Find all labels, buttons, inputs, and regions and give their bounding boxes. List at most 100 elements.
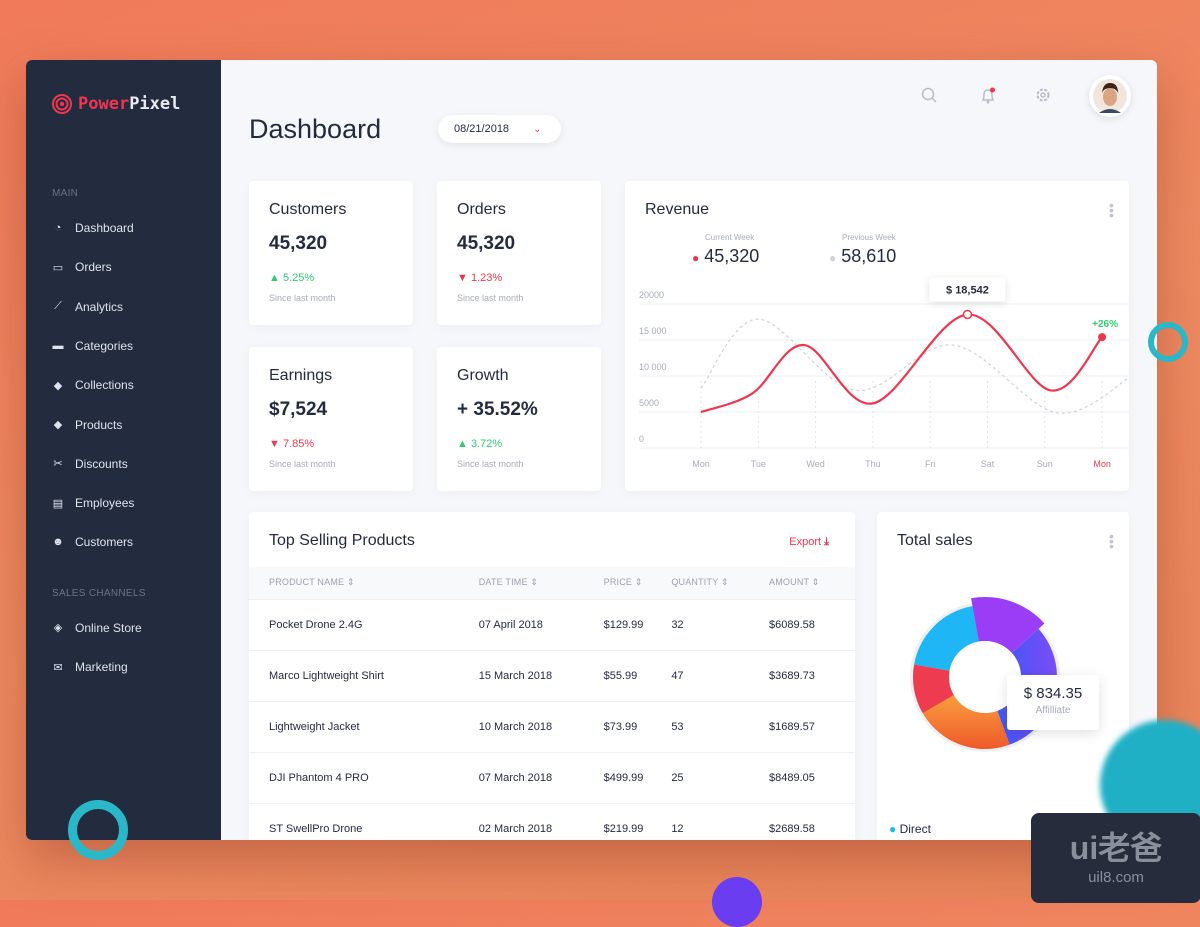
tag-icon: ◆ (53, 419, 63, 431)
sidebar-item-orders[interactable]: ▭ Orders (52, 260, 112, 275)
stat-value: $7,524 (269, 399, 328, 420)
stat-label: Growth (457, 367, 509, 384)
sidebar-item-customers[interactable]: ☻ Customers (52, 535, 134, 550)
table-cell: 32 (671, 598, 770, 650)
y-tick-label: 20000 (639, 290, 664, 300)
table-cell: $219.99 (603, 802, 672, 840)
arrow-up-icon: ▲ (269, 272, 280, 284)
sidebar-section-label: MAIN (52, 188, 79, 199)
x-tick-label: Sun (1037, 459, 1053, 469)
legend-direct: ● Direct (889, 822, 931, 836)
previous-week-value: ● 58,610 (829, 246, 897, 266)
download-icon: ⤓ (824, 536, 829, 548)
date-picker[interactable]: 08/21/2018 ⌄ (438, 115, 561, 143)
segment-direct[interactable] (914, 606, 979, 671)
arrow-up-icon: ▲ (457, 438, 468, 450)
table-row[interactable]: Lightweight Jacket 10 March 2018 $73.99 53 $… (249, 700, 855, 752)
line-chart-icon: ⟋ (54, 300, 62, 313)
archive-icon: ▬ (52, 339, 64, 352)
user-avatar[interactable] (1089, 75, 1131, 117)
stat-since: Since last month (269, 293, 336, 303)
brand-logo[interactable]: PowerPixel (52, 94, 180, 114)
page-title: Dashboard (249, 114, 382, 144)
stat-card-orders: Orders 45,320 ▼ 1.23% Since last month (437, 181, 601, 325)
stat-since: Since last month (457, 459, 524, 469)
briefcase-icon: ▤ (52, 497, 64, 510)
table-cell: Pocket Drone 2.4G (249, 598, 479, 650)
sidebar-item-online-store[interactable]: ◈ Online Store (53, 620, 142, 635)
brand-name-1: Power (78, 94, 130, 114)
y-tick-label: 0 (639, 434, 644, 444)
table-cell: $2689.58 (769, 802, 855, 840)
table-cell: $55.99 (603, 649, 672, 701)
stat-card-growth: Growth + 35.52% ▲ 3.72% Since last month (437, 347, 601, 491)
stat-change: ▼ 7.85% (269, 438, 315, 450)
revenue-chart: 20000 15 000 10 000 5000 0 Mon Tue Wed Thu Fri Sat… (639, 277, 1129, 469)
stat-value: 45,320 (269, 233, 328, 254)
segment-affiliate[interactable] (971, 597, 1045, 653)
sidebar-item-collections[interactable]: ◆ Collections (53, 378, 134, 393)
y-tick-label: 5000 (639, 398, 659, 408)
sidebar-item-employees[interactable]: ▤ Employees (52, 496, 135, 511)
table-cell: $129.99 (603, 598, 672, 650)
more-options-icon[interactable]: • • • (1109, 197, 1114, 223)
decor-ring (68, 800, 128, 860)
sidebar-item-analytics[interactable]: ⟋ Analytics (52, 300, 123, 314)
brand-name-2: Pixel (129, 94, 181, 114)
chevron-down-icon: ⌄ (533, 123, 542, 135)
sidebar-item-discounts[interactable]: ✂ Discounts (53, 456, 128, 471)
dashboard-icon: ◔ (54, 222, 62, 234)
date-value: 08/21/2018 (454, 123, 510, 135)
column-header[interactable]: QUANTITY ⇕ (671, 567, 770, 599)
arrow-down-icon: ▼ (457, 272, 468, 284)
current-week-label: Current Week (705, 233, 755, 242)
envelope-icon: ✉ (53, 661, 63, 674)
y-tick-label: 15 000 (639, 326, 667, 336)
tooltip-value: $ 834.35 (1023, 685, 1083, 702)
gear-icon[interactable] (1035, 87, 1051, 103)
tooltip-label: Affilliate (1035, 705, 1071, 716)
table-cell: $499.99 (603, 751, 672, 803)
segment-social[interactable] (913, 664, 954, 713)
sidebar-item-marketing[interactable]: ✉ Marketing (53, 660, 128, 674)
total-sales-title: Total sales (897, 532, 973, 549)
export-button[interactable]: Export ⤓ (789, 536, 829, 548)
tooltip-box (929, 277, 1006, 302)
inbox-icon: ▭ (52, 261, 64, 274)
more-options-icon[interactable]: • • • (1109, 528, 1114, 554)
decor-blob (712, 877, 762, 927)
sales-tooltip: $ 834.35 Affilliate (1007, 675, 1099, 730)
tooltip-value: $ 18,542 (946, 284, 989, 296)
table-cell: $6089.58 (769, 598, 855, 650)
column-header[interactable]: PRODUCT NAME ⇕ (249, 567, 479, 599)
x-tick-label: Fri (925, 459, 936, 469)
column-header[interactable]: AMOUNT ⇕ (769, 567, 855, 599)
watermark: ui老爸 uil8.com (1031, 813, 1200, 903)
decor-ring (1148, 322, 1188, 362)
table-row[interactable]: DJI Phantom 4 PRO 07 March 2018 $499.99 25 $… (249, 751, 855, 803)
table-cell: 53 (671, 700, 770, 752)
table-row[interactable]: Pocket Drone 2.4G 07 April 2018 $129.99 32 $… (249, 598, 855, 650)
search-icon[interactable] (921, 87, 937, 103)
table-cell: $3689.73 (769, 649, 855, 701)
last-point (1098, 333, 1107, 342)
revenue-title: Revenue (645, 201, 710, 218)
products-table: PRODUCT NAME ⇕ DATE TIME ⇕ PRICE ⇕ QUANTITY… (249, 567, 855, 840)
table-cell: 02 March 2018 (478, 802, 604, 840)
products-title: Top Selling Products (269, 532, 415, 549)
column-header[interactable]: DATE TIME ⇕ (478, 567, 604, 599)
stat-value: 45,320 (457, 233, 516, 254)
x-tick-label: Mon (1093, 459, 1111, 469)
bell-icon[interactable] (979, 87, 997, 105)
series-line-previous-week (700, 318, 1129, 414)
app-window: PowerPixel MAIN ◔ Dashboard ▭ Orders ⟋ Analyti… (26, 60, 1157, 840)
table-row[interactable]: Marco Lightweight Shirt 15 March 2018 $55.… (249, 649, 855, 701)
stat-label: Earnings (269, 367, 333, 384)
growth-badge: +26% (1092, 319, 1118, 330)
sidebar-item-categories[interactable]: ▬ Categories (52, 338, 134, 353)
table-row[interactable]: ST SwellPro Drone 02 March 2018 $219.99 12 $… (249, 802, 855, 840)
stat-since: Since last month (457, 293, 524, 303)
sidebar-item-products[interactable]: ◆ Products (53, 417, 123, 432)
column-header[interactable]: PRICE ⇕ (603, 567, 672, 599)
sidebar-item-dashboard[interactable]: ◔ Dashboard (52, 221, 134, 235)
